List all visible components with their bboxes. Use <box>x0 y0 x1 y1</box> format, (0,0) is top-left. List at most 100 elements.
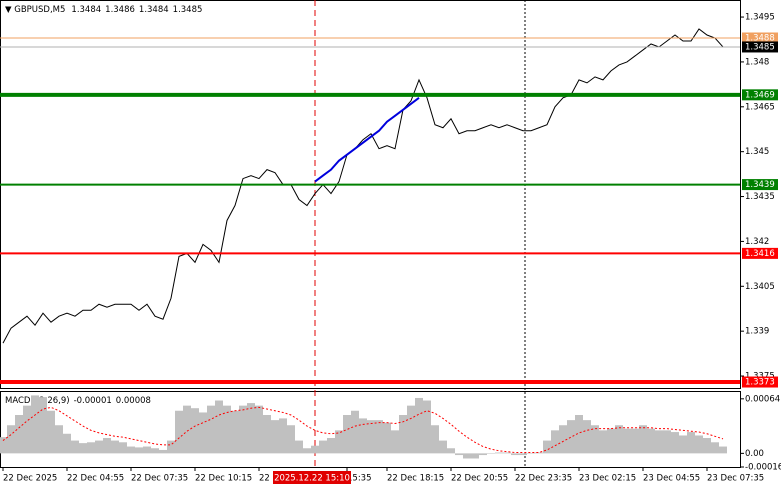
macd-bar <box>143 446 151 454</box>
macd-bar <box>215 400 223 454</box>
macd-bar <box>391 430 399 454</box>
signal-line <box>2 406 724 454</box>
y-tick-label: 1.348 <box>745 57 769 67</box>
macd-bar <box>695 435 703 454</box>
main-panel-frame <box>0 0 741 389</box>
x-tick-label: 22 Dec 07:35 <box>131 474 188 484</box>
macd-bar <box>319 440 327 454</box>
macd-bar <box>7 425 15 454</box>
macd-bar <box>423 400 431 454</box>
macd-bar <box>87 442 95 454</box>
macd-bar <box>463 453 471 459</box>
macd-bar <box>407 405 415 454</box>
x-tick-label: 22 Dec 20:55 <box>451 474 508 484</box>
x-tick-label: 22 Dec 04:55 <box>67 474 124 484</box>
x-tick-label: 22 Dec 18:15 <box>387 474 444 484</box>
macd-bar <box>583 420 591 454</box>
macd-bar <box>327 438 335 454</box>
macd-bar <box>471 453 479 459</box>
signal-value: 0.00008 <box>116 396 151 406</box>
macd-bar <box>671 432 679 454</box>
macd-bar <box>223 405 231 454</box>
macd-bar <box>591 425 599 454</box>
symbol-header: ▼ GBPUSD,M5 1.3484 1.3486 1.3484 1.3485 <box>5 5 202 15</box>
macd-bar <box>199 412 207 454</box>
low: 1.3484 <box>139 5 169 15</box>
macd-bar <box>487 453 495 454</box>
symbol: GBPUSD,M5 <box>14 5 65 15</box>
macd-bar <box>231 410 239 454</box>
level-label-box <box>742 179 778 191</box>
level-label: 1.3488 <box>745 33 775 43</box>
x-tick-label: 15:35 <box>347 474 372 484</box>
macd-bar <box>79 443 87 454</box>
level-label: 1.3416 <box>745 249 775 259</box>
macd-bar <box>71 440 79 454</box>
x-tick-label: 22 Dec 2025 <box>3 474 57 484</box>
y-tick-label: 1.3405 <box>745 282 775 292</box>
macd-bar <box>559 425 567 454</box>
macd-panel-frame <box>0 391 741 468</box>
header-arrow: ▼ <box>5 5 14 15</box>
macd-bar <box>543 440 551 454</box>
macd-bar <box>303 448 311 454</box>
macd-bar <box>399 415 407 454</box>
macd-bar <box>455 453 463 456</box>
macd-bar <box>119 442 127 454</box>
macd-bar <box>503 452 511 454</box>
macd-bar <box>335 430 343 454</box>
macd-bar <box>359 418 367 454</box>
macd-bar <box>247 403 255 454</box>
x-tick-label: 22 <box>259 474 270 484</box>
level-label-box <box>742 89 778 101</box>
high: 1.3486 <box>105 5 135 15</box>
x-tick-label: 22 Dec 23:35 <box>515 474 572 484</box>
macd-bar <box>103 438 111 454</box>
macd-bar <box>31 395 39 454</box>
macd-bar <box>599 430 607 454</box>
price-line <box>2 28 724 344</box>
macd-bar <box>703 438 711 454</box>
macd-bar <box>431 425 439 454</box>
macd-bar <box>351 410 359 454</box>
x-tick-label: 23 Dec 07:35 <box>707 474 764 484</box>
macd-bar <box>295 440 303 454</box>
macd-bar <box>527 453 535 454</box>
y-tick-label: 1.3435 <box>745 192 775 202</box>
level-label: 1.3439 <box>745 180 775 190</box>
level-label: 1.3373 <box>745 378 775 388</box>
macd-bar <box>415 397 423 454</box>
trend-line <box>314 97 420 183</box>
macd-bar <box>47 410 55 454</box>
macd-bar <box>135 447 143 454</box>
macd-bar <box>519 453 527 456</box>
macd-bar <box>623 428 631 454</box>
macd-bar <box>567 420 575 454</box>
macd-bar <box>255 405 263 454</box>
macd-bar <box>607 428 615 454</box>
y-tick-label: 0.00 <box>745 449 764 459</box>
close: 1.3485 <box>173 5 203 15</box>
macd-bar <box>479 453 487 456</box>
level-label: 1.3485 <box>745 42 775 52</box>
macd-bar <box>0 437 7 454</box>
macd-bar <box>343 415 351 454</box>
level-label: 1.3469 <box>745 90 775 100</box>
macd-bar <box>167 440 175 454</box>
macd-bar <box>239 405 247 454</box>
macd-bar <box>375 420 383 454</box>
macd-bar <box>311 445 319 454</box>
macd-bar <box>447 448 455 454</box>
x-tick-label: 23 Dec 04:55 <box>643 474 700 484</box>
y-tick-label: 1.3465 <box>745 102 775 112</box>
open: 1.3484 <box>71 5 101 15</box>
macd-bar <box>55 425 63 454</box>
macd-bar <box>271 420 279 454</box>
macd-bar <box>631 428 639 454</box>
macd-bar <box>663 430 671 454</box>
x-tick-label: 22 Dec 10:15 <box>195 474 252 484</box>
macd-bar <box>39 397 47 454</box>
